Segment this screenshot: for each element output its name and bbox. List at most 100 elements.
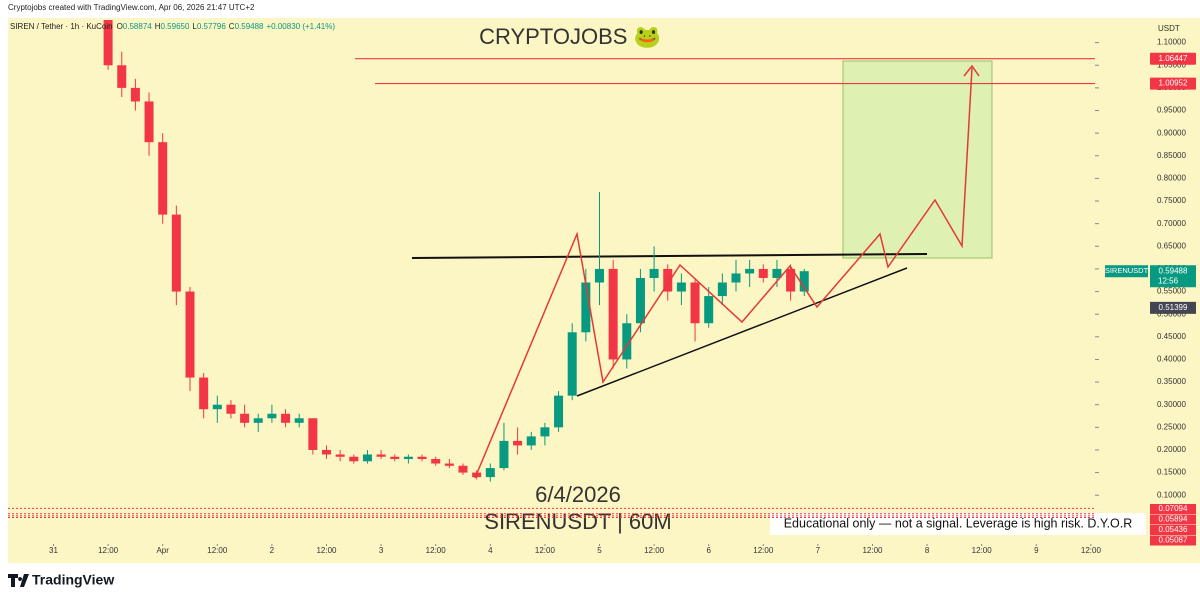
y-tick-label: 0.10000 — [1157, 490, 1186, 499]
candle-body — [690, 282, 700, 324]
price-tag-label: 1.00952 — [1159, 79, 1188, 88]
x-tick-label: 12:00 — [753, 546, 774, 555]
y-tick-label: 0.45000 — [1157, 332, 1186, 341]
x-tick-label: 31 — [49, 546, 58, 555]
price-tag-label: 0.05436 — [1159, 525, 1188, 534]
x-tick-label: 12:00 — [1081, 546, 1102, 555]
y-tick-label: 0.15000 — [1157, 468, 1186, 477]
candle-body — [376, 454, 386, 457]
projection-path — [474, 67, 973, 479]
candle-body — [663, 268, 673, 292]
y-tick-label: 1.10000 — [1157, 38, 1186, 47]
disclaimer: Educational only — not a signal. Leverag… — [784, 516, 1133, 530]
y-tick-label: 0.85000 — [1157, 151, 1186, 160]
y-tick-label: 0.70000 — [1157, 219, 1186, 228]
price-tag — [1150, 535, 1196, 546]
candle-body — [294, 418, 304, 423]
x-tick-label: 12:00 — [972, 546, 993, 555]
x-tick-label: 7 — [816, 546, 821, 555]
candle-body — [322, 449, 331, 455]
price-tag — [1150, 525, 1196, 535]
candle-body — [499, 440, 509, 469]
legend-value: 0.58874 — [123, 22, 152, 31]
y-tick-label: 0.25000 — [1157, 422, 1186, 431]
candle-body — [431, 459, 441, 464]
date-annotation: 6/4/2026 — [535, 482, 621, 507]
y-tick-label: 0.40000 — [1157, 355, 1186, 364]
y-tick-label: 0.55000 — [1157, 287, 1186, 296]
target-zone — [842, 60, 993, 259]
candle-body — [349, 456, 359, 462]
legend-key: O — [117, 22, 123, 31]
candle-body — [226, 404, 236, 414]
brand: TradingView — [32, 572, 114, 588]
price-tag — [1150, 77, 1196, 90]
legend-value: 0.59488 — [235, 22, 264, 31]
x-tick-label: 4 — [488, 546, 493, 555]
candle-body — [308, 418, 318, 450]
y-tick-label: 0.95000 — [1157, 106, 1186, 115]
candle-body — [731, 273, 741, 283]
candle-body — [240, 413, 250, 423]
candle-body — [595, 268, 604, 283]
x-tick-label: 12:00 — [426, 546, 447, 555]
candle-body — [704, 296, 714, 324]
candle-body — [281, 413, 291, 423]
y-tick-label: 0.80000 — [1157, 174, 1186, 183]
x-tick-label: 12:00 — [98, 546, 119, 555]
price-tag — [1150, 52, 1196, 65]
y-tick-label: 0.20000 — [1157, 445, 1186, 454]
candle-body — [772, 268, 782, 278]
credit: Cryptojobs created with TradingView.com,… — [8, 3, 255, 12]
candle-body — [676, 282, 686, 292]
candle-body — [185, 291, 195, 378]
x-tick-label: 3 — [379, 546, 384, 555]
current-price-label: 0.59488 — [1159, 266, 1188, 275]
candle-body — [362, 454, 372, 462]
brand-logo: TradingView — [8, 572, 114, 588]
price-tag-label: 0.05087 — [1159, 536, 1188, 545]
price-tag-label: 1.06447 — [1159, 54, 1188, 63]
symbol-tag-label: SIRENUSDT — [1105, 266, 1149, 275]
candle-body — [608, 268, 618, 360]
candle-body — [390, 456, 400, 460]
chart-background — [8, 18, 1200, 563]
y-tick-label: 0.35000 — [1157, 377, 1186, 386]
x-tick-label: 12:00 — [862, 546, 883, 555]
x-tick-label: 2 — [270, 546, 275, 555]
legend-key: C — [229, 22, 235, 31]
countdown: 12:56 — [1158, 276, 1179, 285]
candle-body — [144, 101, 154, 143]
x-tick-label: 12:00 — [644, 546, 665, 555]
candle-body — [786, 268, 796, 292]
candle-body — [513, 440, 523, 446]
y-tick-label: 0.65000 — [1157, 241, 1186, 250]
y-tick-label: 0.30000 — [1157, 400, 1186, 409]
legend-value: 0.57796 — [197, 22, 226, 31]
projection-arrow — [963, 64, 980, 77]
candle-body — [745, 268, 755, 274]
x-tick-label: 12:00 — [535, 546, 556, 555]
price-tag — [1150, 504, 1196, 514]
resistance-line — [411, 253, 928, 259]
marks — [103, 20, 809, 482]
candle-body — [458, 465, 468, 473]
logo-icon — [8, 574, 29, 587]
candle-body — [130, 87, 140, 102]
candle-body — [540, 427, 550, 437]
candle-body — [622, 323, 632, 360]
pair-annotation: SIRENUSDT | 60M — [484, 509, 671, 534]
legend-key: H — [155, 22, 161, 31]
y-tick-label: 0.90000 — [1157, 128, 1186, 137]
price-tag-label: 0.05894 — [1159, 515, 1188, 524]
x-tick-label: 12:00 — [207, 546, 228, 555]
candle-body — [117, 65, 127, 88]
x-tick-label: 8 — [925, 546, 930, 555]
x-tick-label: 5 — [597, 546, 602, 555]
legend-key: L — [192, 22, 197, 31]
y-tick-label: 1.05000 — [1157, 60, 1186, 69]
x-tick-label: 6 — [706, 546, 711, 555]
candle-body — [717, 282, 727, 297]
